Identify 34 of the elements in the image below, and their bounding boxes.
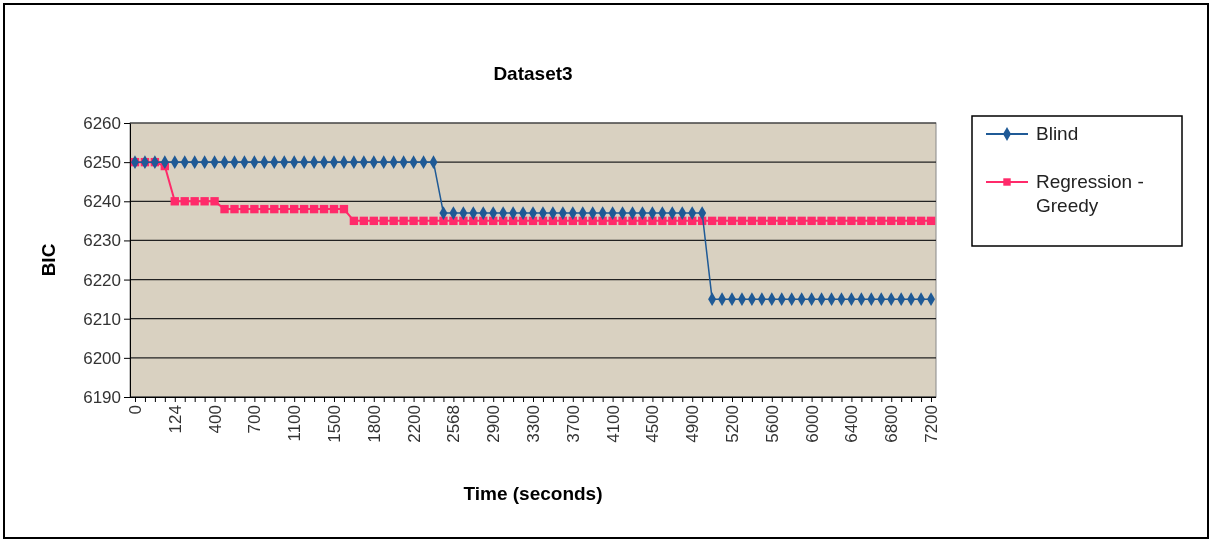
x-tick-label: 4500	[643, 405, 663, 443]
x-tick-label: 7200	[922, 405, 942, 443]
x-tick-label: 1800	[364, 405, 384, 443]
y-tick-label: 6190	[83, 387, 121, 407]
x-tick-label: 2900	[484, 405, 504, 443]
x-tick-label: 5600	[762, 405, 782, 443]
x-tick-label: 6400	[842, 405, 862, 443]
x-tick-label: 0	[125, 405, 145, 415]
x-tick-label: 4100	[603, 405, 623, 443]
y-tick-label: 6240	[83, 192, 121, 212]
x-tick-label: 5200	[723, 405, 743, 443]
y-tick-label: 6220	[83, 270, 121, 290]
y-tick-label: 6250	[83, 153, 121, 173]
x-tick-label: 3700	[563, 405, 583, 443]
y-tick-label: 6260	[83, 113, 121, 133]
x-tick-label: 2200	[404, 405, 424, 443]
x-tick-label: 3300	[524, 405, 543, 443]
x-tick-label: 400	[205, 405, 225, 434]
x-axis-title: Time (seconds)	[463, 483, 603, 504]
y-tick-label: 6200	[83, 348, 121, 368]
legend-label: Blind	[1036, 123, 1079, 144]
y-axis-title: BIC	[38, 243, 59, 277]
x-tick-label: 6000	[802, 405, 822, 443]
x-tick-label: 2568	[444, 405, 464, 443]
y-tick-label: 6210	[83, 309, 121, 329]
x-tick-label: 124	[165, 405, 185, 434]
chart-title: Dataset3	[493, 63, 573, 84]
x-tick-label: 6800	[882, 405, 902, 443]
x-tick-label: 700	[245, 405, 265, 434]
y-tick-label: 6230	[83, 231, 121, 251]
legend-label: Regression - Greedy	[1036, 171, 1144, 216]
x-tick-label: 1100	[285, 405, 305, 442]
x-tick-label: 1500	[324, 405, 344, 443]
x-tick-label: 4900	[683, 405, 703, 443]
